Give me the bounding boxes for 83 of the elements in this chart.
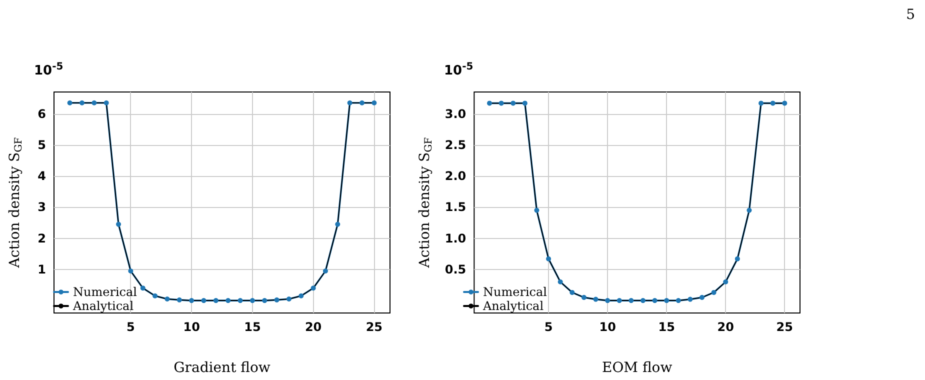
x-tick-label: 15 xyxy=(244,320,261,334)
legend-label: Analytical xyxy=(72,299,134,313)
point xyxy=(746,208,752,213)
point xyxy=(322,268,328,274)
point xyxy=(116,222,122,227)
y-tick-label: 2.5 xyxy=(444,138,466,152)
point xyxy=(546,256,552,262)
point xyxy=(616,298,622,304)
point xyxy=(522,100,528,106)
legend-label: Numerical xyxy=(483,285,548,299)
y-tick-label: 1 xyxy=(38,262,46,276)
point xyxy=(664,298,670,304)
point xyxy=(189,298,194,304)
point xyxy=(510,100,516,106)
point xyxy=(347,100,352,106)
x-axis-title: Gradient flow xyxy=(174,360,270,376)
y-tick-label: 4 xyxy=(38,169,46,184)
point xyxy=(176,297,182,302)
x-tick-label: 10 xyxy=(599,320,616,334)
point xyxy=(201,298,206,304)
y-tick-label: 3.0 xyxy=(444,106,466,121)
y-tick-label: 2 xyxy=(38,231,46,246)
x-tick-label: 20 xyxy=(717,320,734,334)
x-tick-label: 5 xyxy=(126,320,135,334)
y-tick-label: 6 xyxy=(38,106,46,121)
point xyxy=(581,294,586,300)
y-tick-label: 1.5 xyxy=(444,200,466,214)
point xyxy=(758,100,764,106)
point xyxy=(372,100,377,106)
point xyxy=(298,293,304,298)
y-tick-label: 0.5 xyxy=(444,262,466,276)
point xyxy=(164,296,170,302)
legend-label: Numerical xyxy=(73,285,138,299)
x-tick-label: 20 xyxy=(304,320,322,334)
point xyxy=(498,100,504,106)
point xyxy=(80,100,84,106)
point xyxy=(723,279,728,284)
x-tick-label: 25 xyxy=(776,320,794,334)
x-tick-label: 10 xyxy=(183,320,200,334)
point xyxy=(104,100,109,106)
point xyxy=(782,100,788,106)
x-tick-label: 5 xyxy=(544,320,553,334)
point xyxy=(700,294,705,300)
point xyxy=(274,297,280,302)
point xyxy=(570,290,575,295)
point xyxy=(534,208,540,213)
point xyxy=(640,298,646,304)
point xyxy=(213,298,218,304)
point xyxy=(605,298,610,304)
point xyxy=(558,279,563,284)
point xyxy=(734,256,740,262)
y-tick-label: 1.0 xyxy=(444,231,466,246)
point xyxy=(140,286,146,291)
point xyxy=(152,293,158,298)
point xyxy=(238,298,243,304)
point xyxy=(262,298,268,304)
point xyxy=(250,298,255,304)
point xyxy=(360,100,364,106)
x-tick-label: 15 xyxy=(658,320,675,334)
legend-label: Analytical xyxy=(482,299,544,313)
point xyxy=(67,100,72,106)
y-tick-label: 5 xyxy=(38,138,46,152)
point xyxy=(676,298,681,304)
y-tick-label: 2.0 xyxy=(444,169,466,184)
point xyxy=(487,100,492,106)
y-axis-title: Action density SGF xyxy=(417,137,434,269)
y-tick-label: 3 xyxy=(38,200,46,214)
text: 5 xyxy=(906,7,916,23)
point xyxy=(593,296,598,302)
x-axis-title: EOM flow xyxy=(602,360,672,376)
point xyxy=(286,296,292,302)
point xyxy=(310,286,316,291)
point xyxy=(92,100,97,106)
y-axis-title: Action density SGF xyxy=(7,137,24,269)
point xyxy=(226,298,231,304)
point xyxy=(128,268,134,274)
point xyxy=(711,290,716,295)
point xyxy=(652,298,658,304)
point xyxy=(628,298,634,304)
x-tick-label: 25 xyxy=(366,320,383,334)
point xyxy=(770,100,776,106)
point xyxy=(335,222,340,227)
point xyxy=(688,296,693,302)
